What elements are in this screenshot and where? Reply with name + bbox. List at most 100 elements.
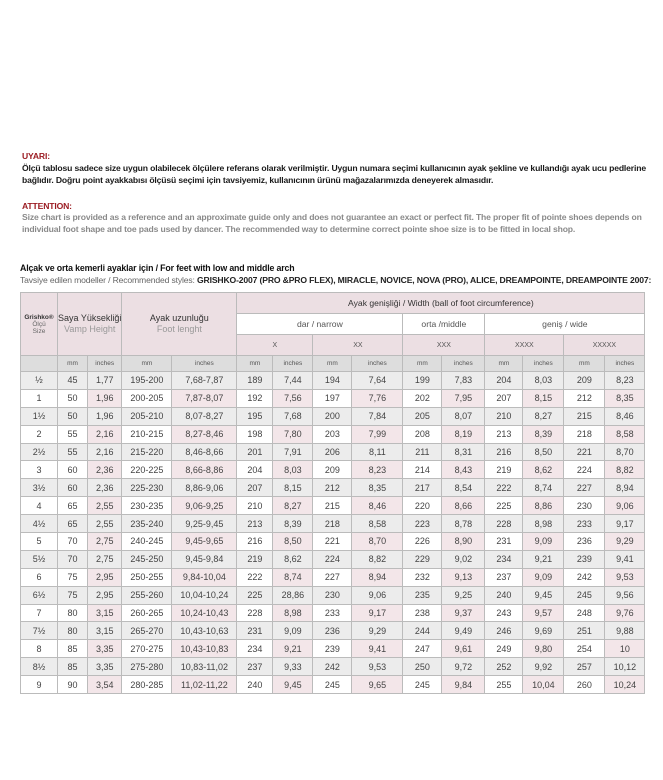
mm-cell: 225 — [236, 585, 274, 605]
unit-mm: mm — [236, 355, 274, 372]
inches-cell: 8,70 — [351, 532, 404, 551]
mm-cell: 242 — [312, 657, 353, 677]
width-xx: XX — [312, 334, 404, 356]
width-header: Ayak genişliği / Width (ball of foot cir… — [236, 292, 646, 314]
size-cell: 6½ — [20, 585, 58, 605]
table-row: 3½ 60 2,36 225-230 8,86-9,06 207 8,15 212 8,35 21… — [20, 478, 646, 498]
width-x: X — [236, 334, 314, 356]
inches-cell: 9,17 — [351, 603, 404, 623]
inches-cell: 8,50 — [272, 532, 314, 551]
mm-cell: 221 — [563, 442, 606, 462]
table-row: 7 80 3,15 260-265 10,24-10,43 228 8,98 233 9,17 2… — [20, 603, 646, 623]
mm-cell: 226 — [402, 532, 443, 551]
inches-cell: 9,06 — [604, 496, 646, 516]
inches-cell: 8,98 — [272, 603, 314, 623]
size-cell: 7½ — [20, 621, 58, 641]
mm-cell: 235 — [402, 585, 443, 605]
inches-cell: 7,99 — [351, 424, 404, 444]
width-xxxxx: XXXXX — [563, 334, 646, 356]
mm-cell: 218 — [312, 514, 353, 534]
inches-cell: 8,86 — [522, 496, 565, 516]
inches-cell: 9,25 — [441, 585, 486, 605]
inches-cell: 9,76 — [604, 603, 646, 623]
inches-cell: 9,45-9,84 — [171, 549, 238, 569]
size-cell: 4½ — [20, 514, 58, 534]
size-cell: ½ — [20, 371, 58, 390]
recommended-list: GRISHKO-2007 (PRO &PRO FLEX), MIRACLE, N… — [197, 275, 652, 285]
mm-cell: 189 — [236, 371, 274, 390]
mm-cell: 90 — [56, 675, 89, 695]
size-cell: 1 — [20, 388, 58, 408]
size-cell: 2 — [20, 424, 58, 444]
mm-cell: 270-275 — [121, 639, 173, 659]
inches-cell: 8,27 — [522, 406, 565, 426]
table-row: 1½ 50 1,96 205-210 8,07-8,27 195 7,68 200 7,84 20… — [20, 406, 646, 426]
mm-cell: 236 — [312, 621, 353, 641]
mm-cell: 222 — [236, 567, 274, 587]
mm-cell: 223 — [402, 514, 443, 534]
mm-cell: 204 — [236, 460, 274, 480]
mm-cell: 252 — [484, 657, 524, 677]
mm-cell: 234 — [236, 639, 274, 659]
size-cell: 1½ — [20, 406, 58, 426]
inches-cell: 9,02 — [441, 549, 486, 569]
foot-length-header: Ayak uzunluğu Foot lenght — [121, 292, 238, 356]
inches-cell: 28,86 — [272, 585, 314, 605]
mm-cell: 210-215 — [121, 424, 173, 444]
mm-cell: 85 — [56, 657, 89, 677]
inches-cell: 3,35 — [87, 639, 123, 659]
warning-title: UYARI: — [22, 151, 50, 161]
size-cell: 8 — [20, 639, 58, 659]
mm-cell: 235-240 — [121, 514, 173, 534]
inches-cell: 8,62 — [272, 549, 314, 569]
inches-cell: 9,45-9,65 — [171, 532, 238, 551]
inches-cell: 7,83 — [441, 371, 486, 390]
mm-cell: 80 — [56, 603, 89, 623]
mm-cell: 240 — [484, 585, 524, 605]
mm-cell: 225 — [484, 496, 524, 516]
inches-cell: 9,84-10,04 — [171, 567, 238, 587]
mm-cell: 231 — [236, 621, 274, 641]
unit-inches: inches — [604, 355, 646, 372]
warning-body: Ölçü tablosu sadece size uygun olabilece… — [22, 163, 646, 185]
mm-cell: 195 — [236, 406, 274, 426]
inches-cell: 3,54 — [87, 675, 123, 695]
table-row: 6½ 75 2,95 255-260 10,04-10,24 225 28,86 230 9,0… — [20, 585, 646, 605]
mm-cell: 65 — [56, 514, 89, 534]
inches-cell: 2,55 — [87, 514, 123, 534]
mm-cell: 209 — [312, 460, 353, 480]
mm-cell: 237 — [236, 657, 274, 677]
mm-cell: 237 — [484, 567, 524, 587]
vamp-height-header: Saya Yüksekliği Vamp Height — [56, 292, 123, 356]
attention-title: ATTENTION: — [22, 201, 72, 211]
inches-cell: 9,09 — [522, 567, 565, 587]
size-cell: 7 — [20, 603, 58, 623]
inches-cell: 7,87-8,07 — [171, 388, 238, 408]
mm-cell: 242 — [563, 567, 606, 587]
mm-cell: 229 — [402, 549, 443, 569]
attention-body: Size chart is provided as a reference an… — [22, 212, 642, 234]
mm-cell: 209 — [563, 371, 606, 390]
size-cell: 3½ — [20, 478, 58, 498]
recommended-styles: Tavsiye edilen modeller / Recommended st… — [20, 274, 660, 286]
inches-cell: 2,16 — [87, 424, 123, 444]
inches-cell: 8,98 — [522, 514, 565, 534]
inches-cell: 9,06 — [351, 585, 404, 605]
inches-cell: 9,92 — [522, 657, 565, 677]
mm-cell: 227 — [563, 478, 606, 498]
unit-inches: inches — [87, 355, 123, 372]
inches-cell: 8,23 — [604, 371, 646, 390]
inches-cell: 7,84 — [351, 406, 404, 426]
inches-cell: 10,43-10,83 — [171, 639, 238, 659]
inches-cell: 2,75 — [87, 549, 123, 569]
unit-mm: mm — [121, 355, 173, 372]
mm-cell: 239 — [563, 549, 606, 569]
inches-cell: 3,35 — [87, 657, 123, 677]
mm-cell: 215 — [312, 496, 353, 516]
inches-cell: 9,80 — [522, 639, 565, 659]
mm-cell: 231 — [484, 532, 524, 551]
mm-cell: 212 — [563, 388, 606, 408]
mm-cell: 245 — [563, 585, 606, 605]
unit-inches: inches — [171, 355, 238, 372]
inches-cell: 1,96 — [87, 388, 123, 408]
